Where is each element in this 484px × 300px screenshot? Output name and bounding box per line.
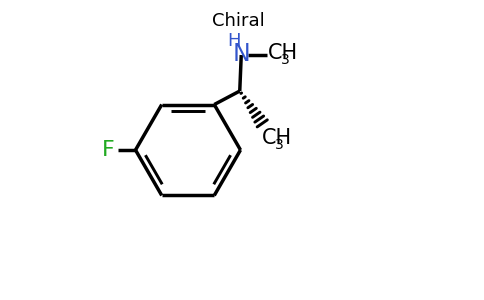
Text: N: N [232, 41, 250, 65]
Text: F: F [102, 140, 115, 160]
Text: H: H [227, 32, 241, 50]
Text: Chiral: Chiral [212, 11, 265, 29]
Text: CH: CH [262, 128, 292, 148]
Text: 3: 3 [275, 138, 284, 152]
Text: CH: CH [268, 43, 298, 63]
Text: 3: 3 [281, 53, 290, 68]
